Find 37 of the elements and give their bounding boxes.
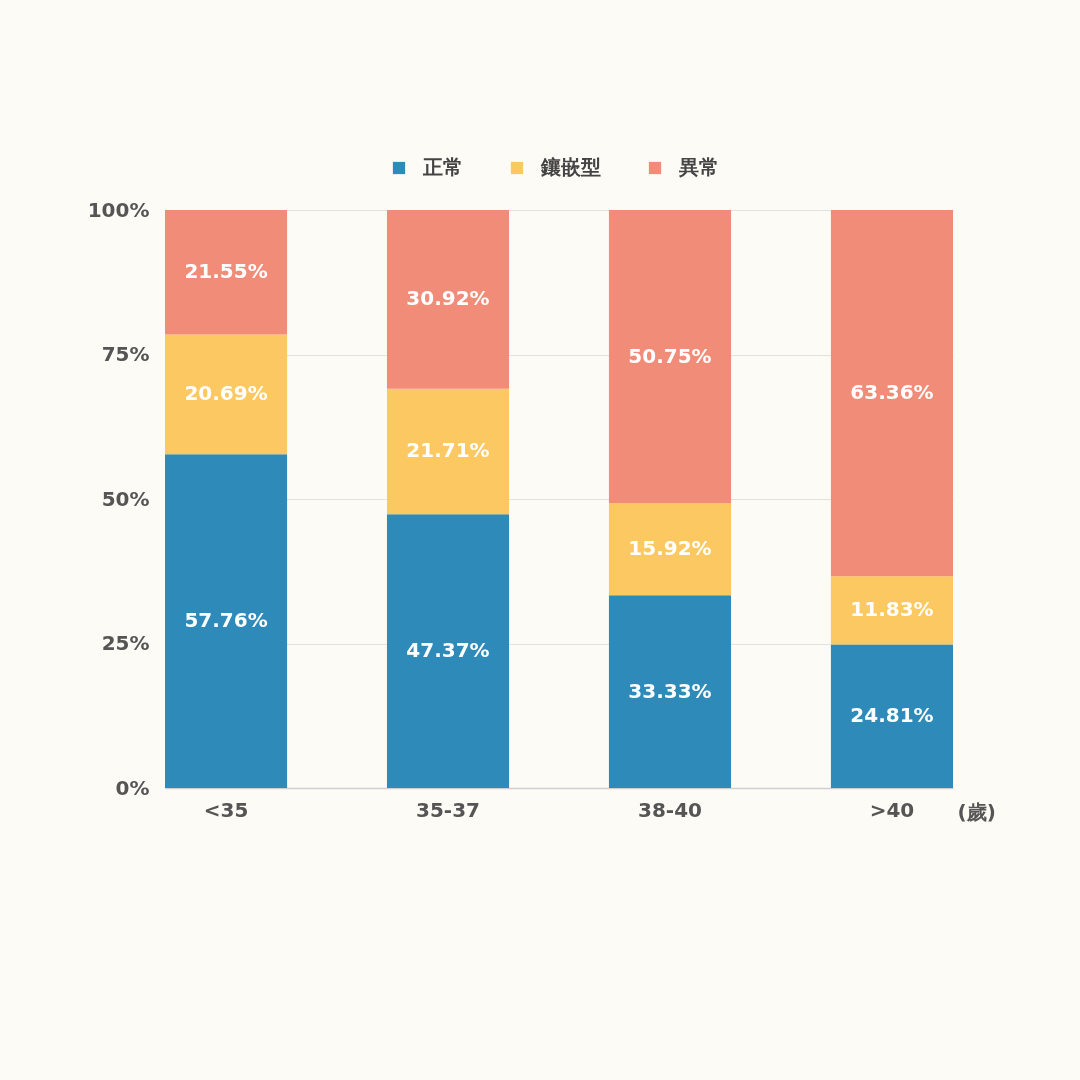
legend-label: 正常 — [422, 155, 463, 179]
bar — [608, 503, 732, 596]
data-label: 47.37% — [406, 638, 490, 663]
data-label: 24.81% — [850, 703, 934, 728]
x-tick-label: 35-37 — [416, 797, 480, 822]
bar — [830, 576, 953, 645]
bar — [386, 210, 510, 389]
data-label: 63.36% — [850, 380, 934, 405]
bar — [165, 454, 288, 788]
y-tick-label: 50% — [101, 486, 150, 511]
bar — [165, 334, 288, 455]
bar — [830, 644, 953, 788]
bar — [608, 595, 732, 788]
bar — [386, 514, 510, 788]
bar — [608, 210, 732, 504]
data-label: 21.55% — [184, 259, 268, 284]
data-label: 15.92% — [628, 536, 712, 561]
y-tick-label: 100% — [87, 197, 150, 222]
data-label: 33.33% — [628, 678, 712, 703]
data-label: 50.75% — [628, 343, 712, 368]
bar — [830, 210, 953, 577]
x-tick-label: <35 — [203, 797, 249, 822]
data-label: 57.76% — [184, 608, 268, 633]
x-tick-label: 38-40 — [638, 797, 702, 822]
bar — [165, 210, 288, 335]
y-tick-label: 0% — [115, 775, 150, 800]
x-axis-title: (歲) — [957, 799, 996, 824]
bar — [386, 388, 510, 515]
legend-label: 異常 — [678, 155, 719, 179]
legend-label: 鑲嵌型 — [540, 155, 601, 179]
y-tick-label: 25% — [101, 631, 150, 655]
data-label: 30.92% — [406, 286, 490, 311]
x-tick-label: >40 — [869, 797, 915, 822]
data-label: 11.83% — [850, 597, 934, 622]
y-tick-label: 75% — [101, 342, 150, 366]
data-label: 20.69% — [184, 381, 268, 406]
data-label: 21.71% — [406, 438, 490, 463]
